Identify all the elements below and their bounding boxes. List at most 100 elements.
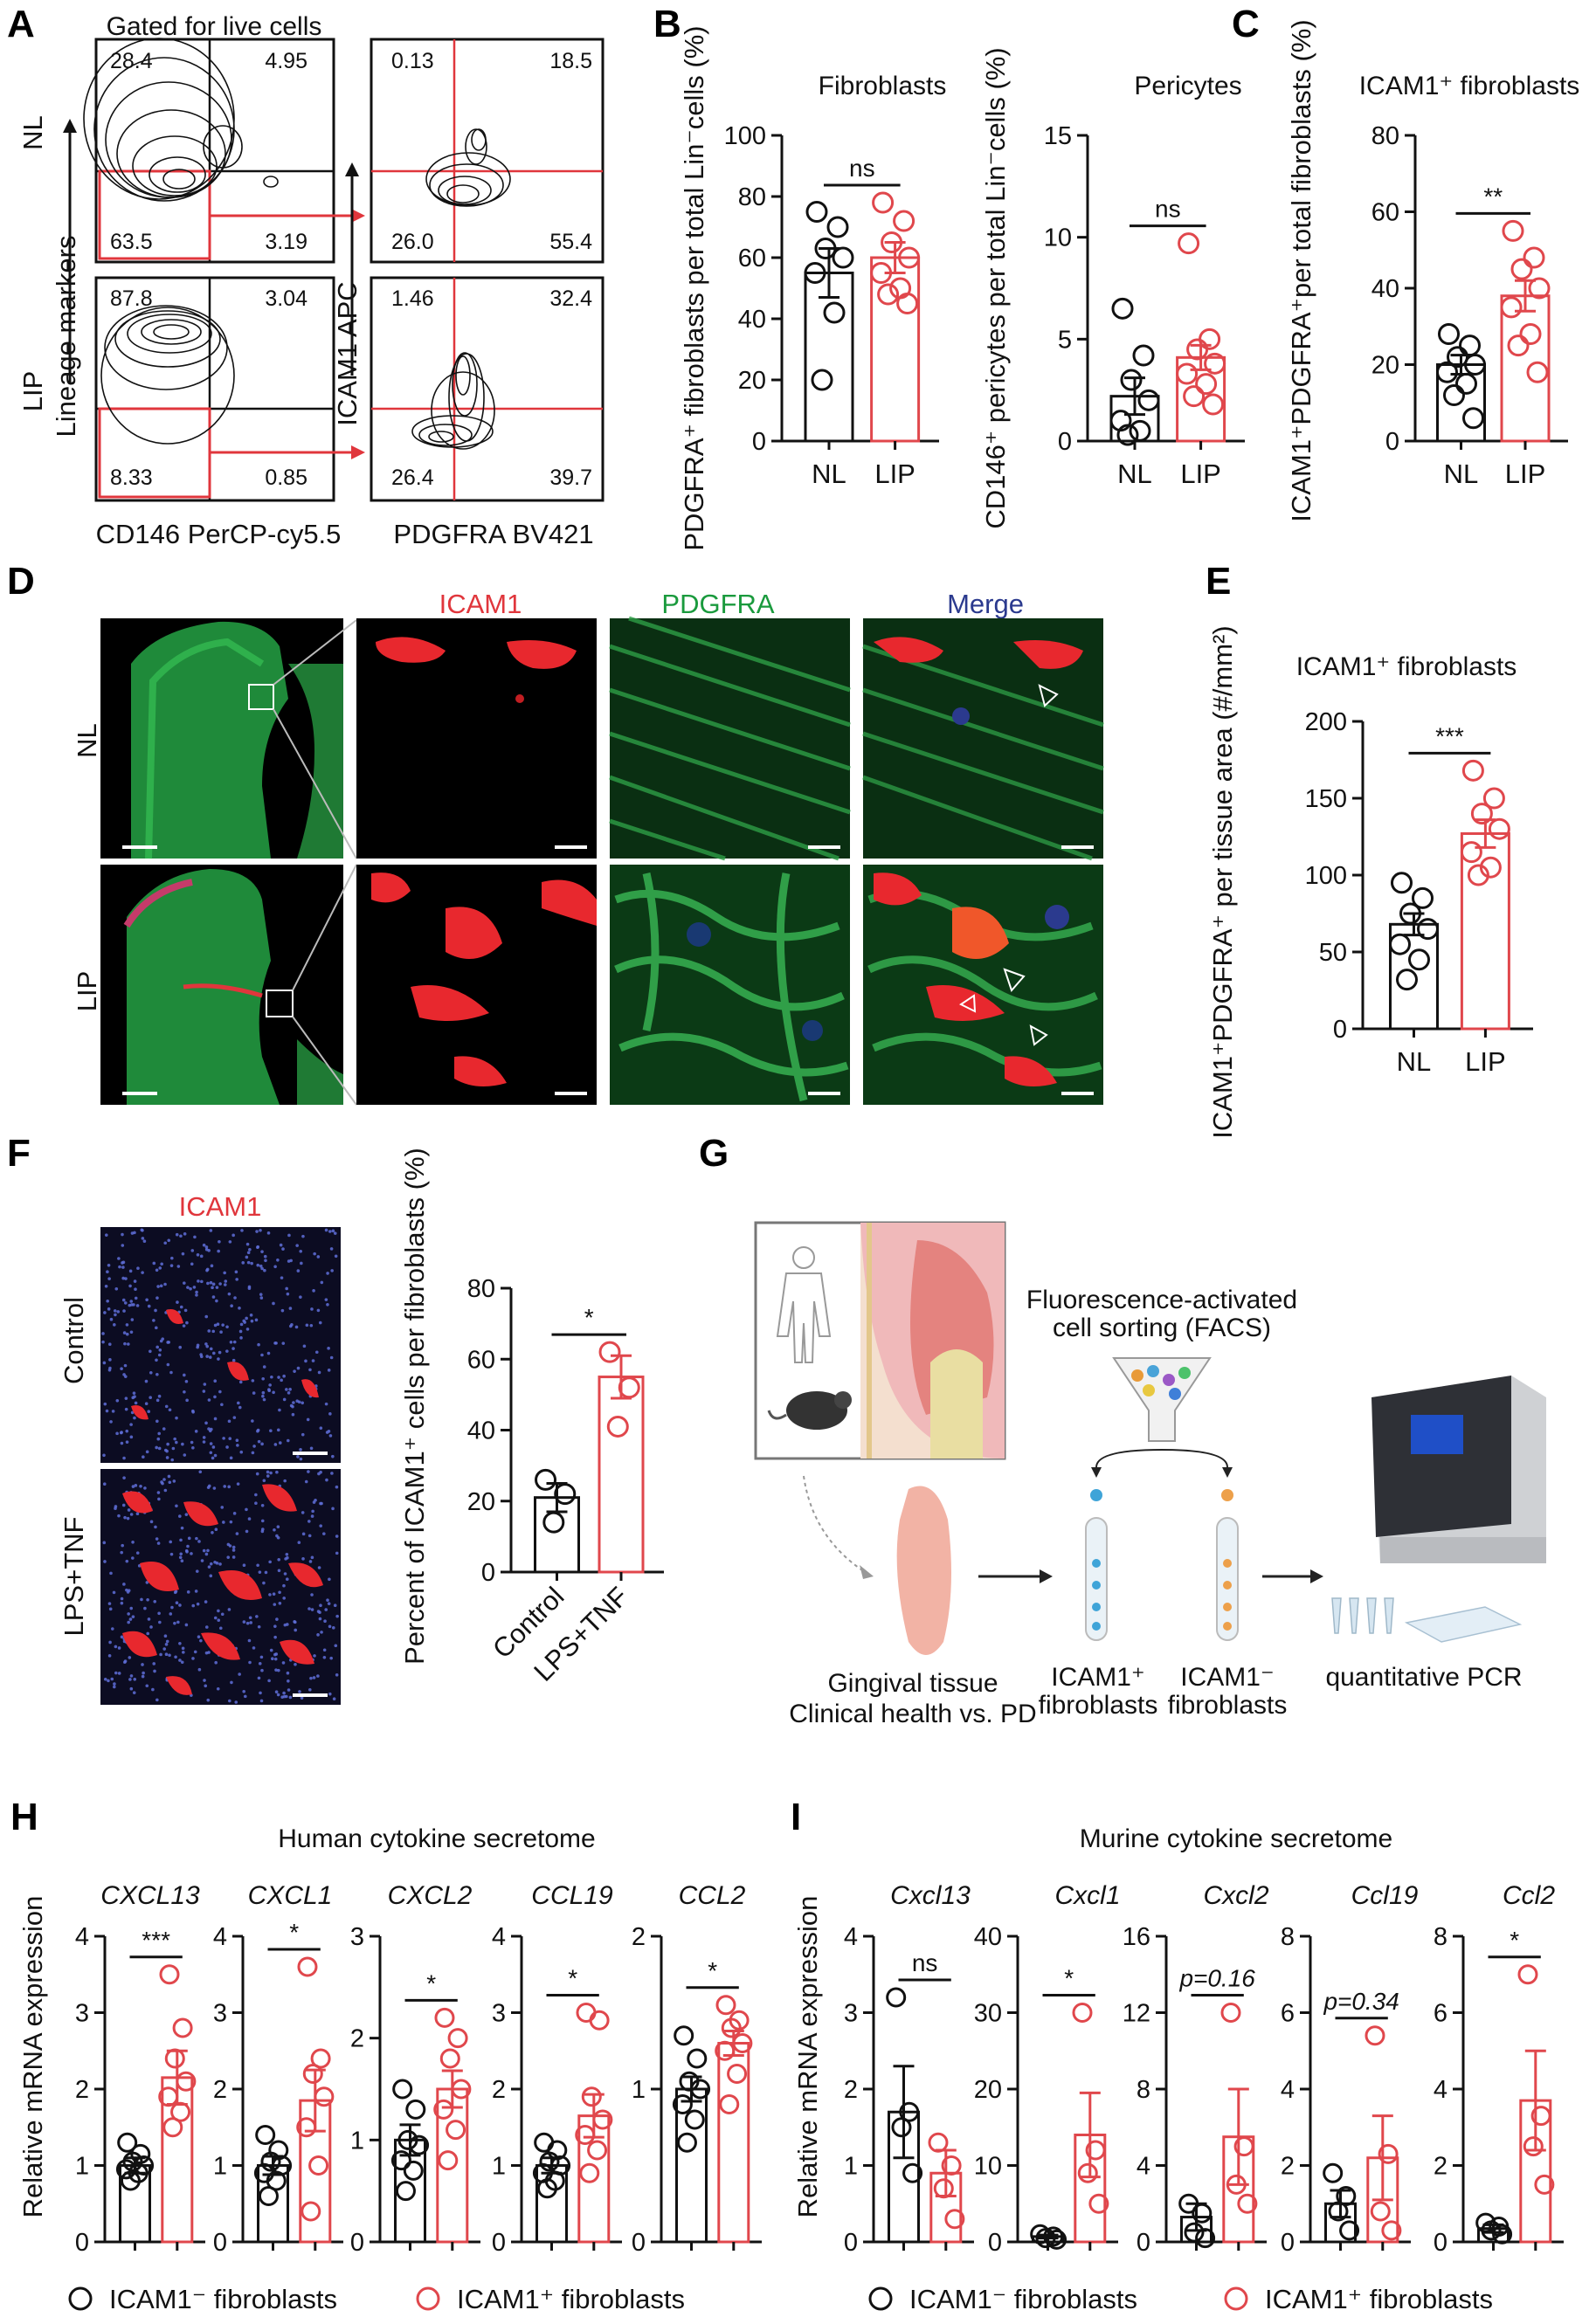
nucleus-dot [310, 1307, 314, 1311]
y-tick-label: 0 [1137, 2229, 1150, 2257]
y-label-icam1: ICAM1 APC [332, 281, 363, 425]
nucleus-dot [134, 1296, 138, 1300]
nucleus-dot [301, 1511, 305, 1514]
panel-label-h: H [10, 1796, 38, 1838]
y-tick-label: 20 [1371, 352, 1399, 380]
nucleus-dot [179, 1552, 183, 1556]
nucleus-dot [324, 1402, 328, 1406]
x-category-label: NL [1117, 459, 1152, 489]
nucleus-dot [257, 1342, 260, 1347]
nucleus-dot [169, 1370, 173, 1375]
nucleus-dot [139, 1484, 142, 1488]
nucleus-dot [156, 1541, 161, 1545]
y-tick-label: 4 [1281, 2076, 1295, 2104]
nucleus-dot [184, 1548, 189, 1553]
panel-label-f: F [7, 1132, 31, 1175]
nucleus-dot [169, 1612, 173, 1616]
quad-nl-left-ur: 4.95 [265, 49, 307, 73]
nucleus-dot [149, 1349, 152, 1354]
nucleus-dot [291, 1404, 294, 1409]
data-point [1047, 2229, 1067, 2250]
nucleus-dot [313, 1252, 316, 1256]
nucleus-dot [236, 1444, 239, 1447]
nucleus-dot [147, 1410, 151, 1414]
nucleus-dot [145, 1450, 149, 1454]
zoom-line-lip-bottom [292, 1016, 357, 1106]
micrograph-lip-merge [863, 865, 1103, 1105]
nucleus-dot [118, 1265, 121, 1269]
chart-title: Ccl19 [1351, 1881, 1419, 1910]
nucleus-dot [141, 1663, 144, 1666]
y-tick-label: 3 [492, 2000, 506, 2028]
nucleus-dot [275, 1534, 279, 1538]
y-tick-label: 5 [1058, 326, 1072, 354]
nucleus-dot [302, 1344, 307, 1348]
nucleus-dot [328, 1577, 331, 1582]
nucleus-dot [182, 1651, 185, 1654]
nucleus-dot [260, 1353, 264, 1357]
nucleus-dot [260, 1503, 265, 1507]
nucleus-dot [179, 1305, 183, 1309]
y-tick-label: 1 [492, 2153, 506, 2181]
nucleus-dot [154, 1525, 157, 1529]
nucleus-dot [176, 1265, 181, 1268]
nucleus-dot [249, 1621, 253, 1624]
nucleus-dot [248, 1616, 252, 1620]
nucleus-dot [184, 1513, 189, 1516]
nucleus-dot [275, 1470, 279, 1474]
data-point [390, 2150, 411, 2171]
nucleus-dot [213, 1417, 218, 1421]
chart-title: ICAM1⁺ fibroblasts [1359, 72, 1580, 100]
nucleus-dot [287, 1688, 291, 1692]
nucleus-dot [273, 1624, 277, 1628]
nucleus-dot [129, 1686, 134, 1691]
nucleus-dot [218, 1390, 222, 1394]
nucleus-dot [246, 1260, 251, 1265]
nucleus-dot [209, 1451, 213, 1455]
nucleus-dot [255, 1615, 259, 1618]
zoom-line-nl-bottom [273, 708, 357, 859]
data-point [1464, 354, 1486, 376]
nucleus-dot [124, 1407, 128, 1411]
data-point [1482, 787, 1505, 810]
nucleus-dot [127, 1508, 131, 1512]
nucleus-dot [155, 1268, 159, 1272]
nucleus-dot [309, 1676, 313, 1680]
nucleus-dot [146, 1631, 150, 1636]
micrograph-nl-pdgfra [609, 616, 851, 861]
flow-plot-nl-icam1: 0.13 18.5 26.0 55.4 [370, 38, 605, 264]
nucleus-dot [214, 1660, 218, 1665]
nucleus-dot [213, 1379, 218, 1383]
nucleus-dot [328, 1434, 333, 1438]
nucleus-dot [124, 1396, 128, 1400]
nucleus-dot [133, 1416, 136, 1420]
chart-title: CXCL1 [248, 1881, 333, 1910]
y-tick-label: 1 [75, 2153, 89, 2181]
nucleus-dot [312, 1676, 316, 1679]
data-point [1088, 2193, 1109, 2214]
nucleus-dot [255, 1472, 259, 1476]
data-point [1479, 856, 1502, 879]
y-tick-label: 2 [1281, 2153, 1295, 2181]
data-point [1391, 872, 1413, 894]
data-point [618, 1376, 640, 1399]
nucleus-dot [260, 1519, 265, 1523]
significance-label: * [1510, 1927, 1519, 1954]
data-point [1519, 323, 1542, 345]
nucleus-dot [334, 1254, 338, 1259]
nucleus-dot [270, 1375, 273, 1379]
nucleus-dot [326, 1272, 329, 1275]
nucleus-dot [227, 1608, 231, 1611]
nucleus-dot [320, 1280, 324, 1285]
nucleus-dot [328, 1692, 332, 1696]
nucleus-dot [260, 1442, 264, 1446]
nucleus-dot [334, 1644, 338, 1648]
nucleus-dot [154, 1308, 157, 1313]
significance-label: ** [1483, 183, 1503, 210]
nucleus-dot [104, 1284, 108, 1288]
nucleus-dot [328, 1412, 332, 1416]
legend-pos-label-murine: ICAM1⁺ fibroblasts [1265, 2284, 1493, 2314]
nucleus-dot [103, 1560, 107, 1563]
nucleus-dot [133, 1677, 137, 1681]
